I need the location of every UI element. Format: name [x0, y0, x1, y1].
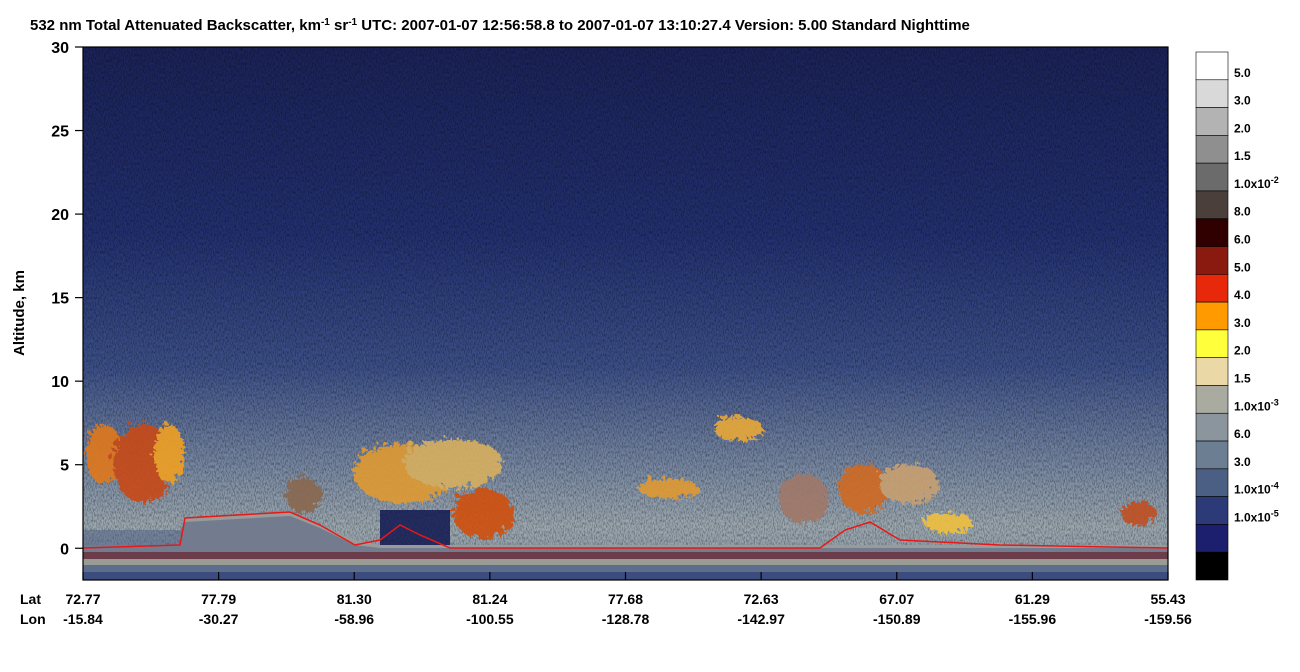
x-tick-label: 61.29	[1015, 591, 1050, 607]
colorbar-label: 1.0x10-3	[1234, 397, 1279, 413]
colorbar-swatch	[1195, 107, 1229, 136]
chart-title: 532 nm Total Attenuated Backscatter, km-…	[30, 17, 970, 35]
colorbar-swatch	[1195, 440, 1229, 470]
colorbar-label: 1.5	[1234, 371, 1251, 385]
y-tick-label: 20	[51, 207, 69, 224]
title-part: -1	[321, 17, 330, 28]
title-part: sr	[330, 17, 349, 34]
x-tick-label: 67.07	[879, 591, 914, 607]
colorbar-swatch	[1195, 412, 1229, 442]
colorbar-swatch	[1195, 385, 1229, 414]
colorbar-label-exp: -5	[1271, 508, 1279, 518]
y-tick-label: 0	[60, 541, 69, 558]
colorbar-swatch	[1195, 190, 1229, 220]
title-part: -1	[348, 17, 357, 28]
colorbar-label: 3.0	[1234, 316, 1251, 330]
x-tick-label: -100.55	[466, 611, 514, 627]
colorbar-label: 2.0	[1234, 121, 1251, 135]
colorbar-label-base: 1.0x10	[1234, 399, 1271, 413]
colorbar-swatch	[1195, 274, 1229, 303]
colorbar-label-base: 1.0x10	[1234, 177, 1271, 191]
x-tick-label: -159.56	[1144, 611, 1192, 627]
x-tick-label: -155.96	[1009, 611, 1057, 627]
x-tick-label: 55.43	[1150, 591, 1185, 607]
y-tick-label: 10	[51, 374, 69, 391]
colorbar-label-base: 1.0x10	[1234, 510, 1271, 524]
colorbar-swatch	[1195, 218, 1229, 247]
x-tick-label: 77.79	[201, 591, 236, 607]
colorbar-label: 1.0x10-5	[1234, 508, 1279, 524]
y-tick-label: 15	[51, 291, 69, 308]
x-tick-label: -150.89	[873, 611, 921, 627]
colorbar-label-exp: -4	[1271, 481, 1279, 491]
colorbar-label: 3.0	[1234, 94, 1251, 108]
colorbar-label: 5.0	[1234, 260, 1251, 274]
colorbar-swatch	[1195, 246, 1229, 275]
colorbar-swatch	[1195, 357, 1229, 386]
colorbar-label: 1.5	[1234, 149, 1251, 163]
colorbar-label: 6.0	[1234, 427, 1251, 441]
x-tick-label: -30.27	[199, 611, 239, 627]
colorbar-swatch	[1195, 329, 1229, 358]
colorbar-label: 1.0x10-2	[1234, 175, 1279, 191]
y-tick-label: 25	[51, 124, 69, 141]
colorbar-label: 2.0	[1234, 344, 1251, 358]
title-part: 532 nm Total Attenuated Backscatter, km	[30, 17, 321, 34]
colorbar-label: 3.0	[1234, 455, 1251, 469]
x-tick-label: 72.63	[744, 591, 779, 607]
x-tick-label: 81.30	[337, 591, 372, 607]
title-part: UTC: 2007-01-07 12:56:58.8 to 2007-01-07…	[357, 17, 970, 34]
colorbar-swatch	[1195, 468, 1229, 497]
colorbar-swatch	[1195, 135, 1229, 164]
colorbar-label-exp: -3	[1271, 397, 1279, 407]
x-row-name: Lat	[20, 591, 41, 607]
colorbar-swatch	[1195, 79, 1229, 108]
x-tick-label: 72.77	[65, 591, 100, 607]
colorbar-swatch	[1195, 301, 1229, 331]
y-axis-label: Altitude, km	[11, 270, 28, 356]
colorbar-swatch	[1195, 496, 1229, 525]
colorbar-label: 4.0	[1234, 288, 1251, 302]
x-tick-label: -15.84	[63, 611, 103, 627]
curtain-image	[83, 47, 1168, 580]
colorbar-swatch	[1195, 551, 1229, 581]
x-tick-label: -128.78	[602, 611, 650, 627]
x-tick-label: -142.97	[737, 611, 785, 627]
colorbar-label: 5.0	[1234, 66, 1251, 80]
colorbar-swatch	[1195, 51, 1229, 81]
x-row-name: Lon	[20, 611, 46, 627]
y-tick-label: 30	[51, 40, 69, 57]
colorbar-label: 8.0	[1234, 205, 1251, 219]
colorbar-label: 1.0x10-4	[1234, 481, 1279, 497]
x-tick-label: 81.24	[472, 591, 507, 607]
colorbar-label-base: 1.0x10	[1234, 483, 1271, 497]
colorbar-swatch	[1195, 524, 1229, 553]
x-tick-label: -58.96	[334, 611, 374, 627]
colorbar-label: 6.0	[1234, 233, 1251, 247]
y-tick-label: 5	[60, 458, 69, 475]
colorbar-swatch	[1195, 162, 1229, 192]
colorbar-label-exp: -2	[1271, 175, 1279, 185]
x-tick-label: 77.68	[608, 591, 643, 607]
